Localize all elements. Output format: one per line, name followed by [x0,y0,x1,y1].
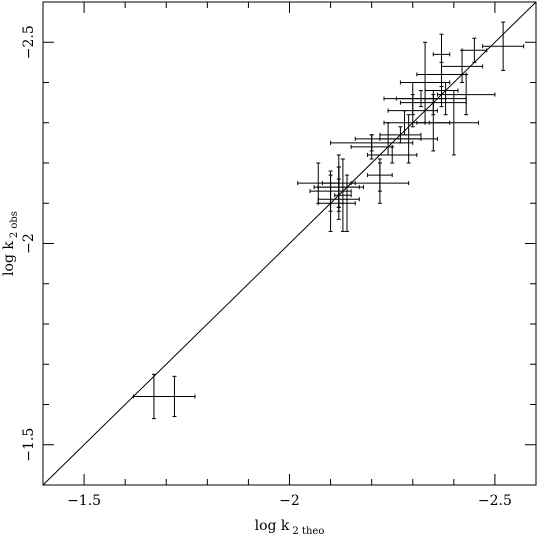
data-point [367,146,418,164]
data-point [334,158,352,232]
plot-frame [42,1,537,486]
tick-marks [42,1,537,486]
x-axis-label-main: log k [255,518,290,534]
reference-line-group [42,1,537,486]
identity-line [42,1,537,486]
data-point [367,158,393,192]
data-point [424,82,467,116]
data-point [432,33,451,75]
data-point [338,174,356,232]
data-point [153,375,196,418]
data-point [428,90,479,156]
x-tick-label: −2 [279,493,300,509]
y-tick-label: −1.5 [21,428,37,462]
y-axis-label-main: log k [1,241,17,276]
y-tick-label: −2 [21,233,37,254]
data-point [436,73,496,116]
y-axis-label-subscript: 2 obs [9,211,20,238]
data-points [132,21,525,420]
data-point [441,49,484,83]
x-axis-label-subscript: 2 theo [292,526,324,537]
y-tick-label: −2.5 [21,25,37,59]
data-point [482,21,525,71]
x-tick-label: −1.5 [67,493,101,509]
y-axis-label: log k 2 obs [1,211,20,276]
x-tick-label: −2.5 [478,493,512,509]
data-point [379,126,422,144]
data-point [461,37,488,63]
